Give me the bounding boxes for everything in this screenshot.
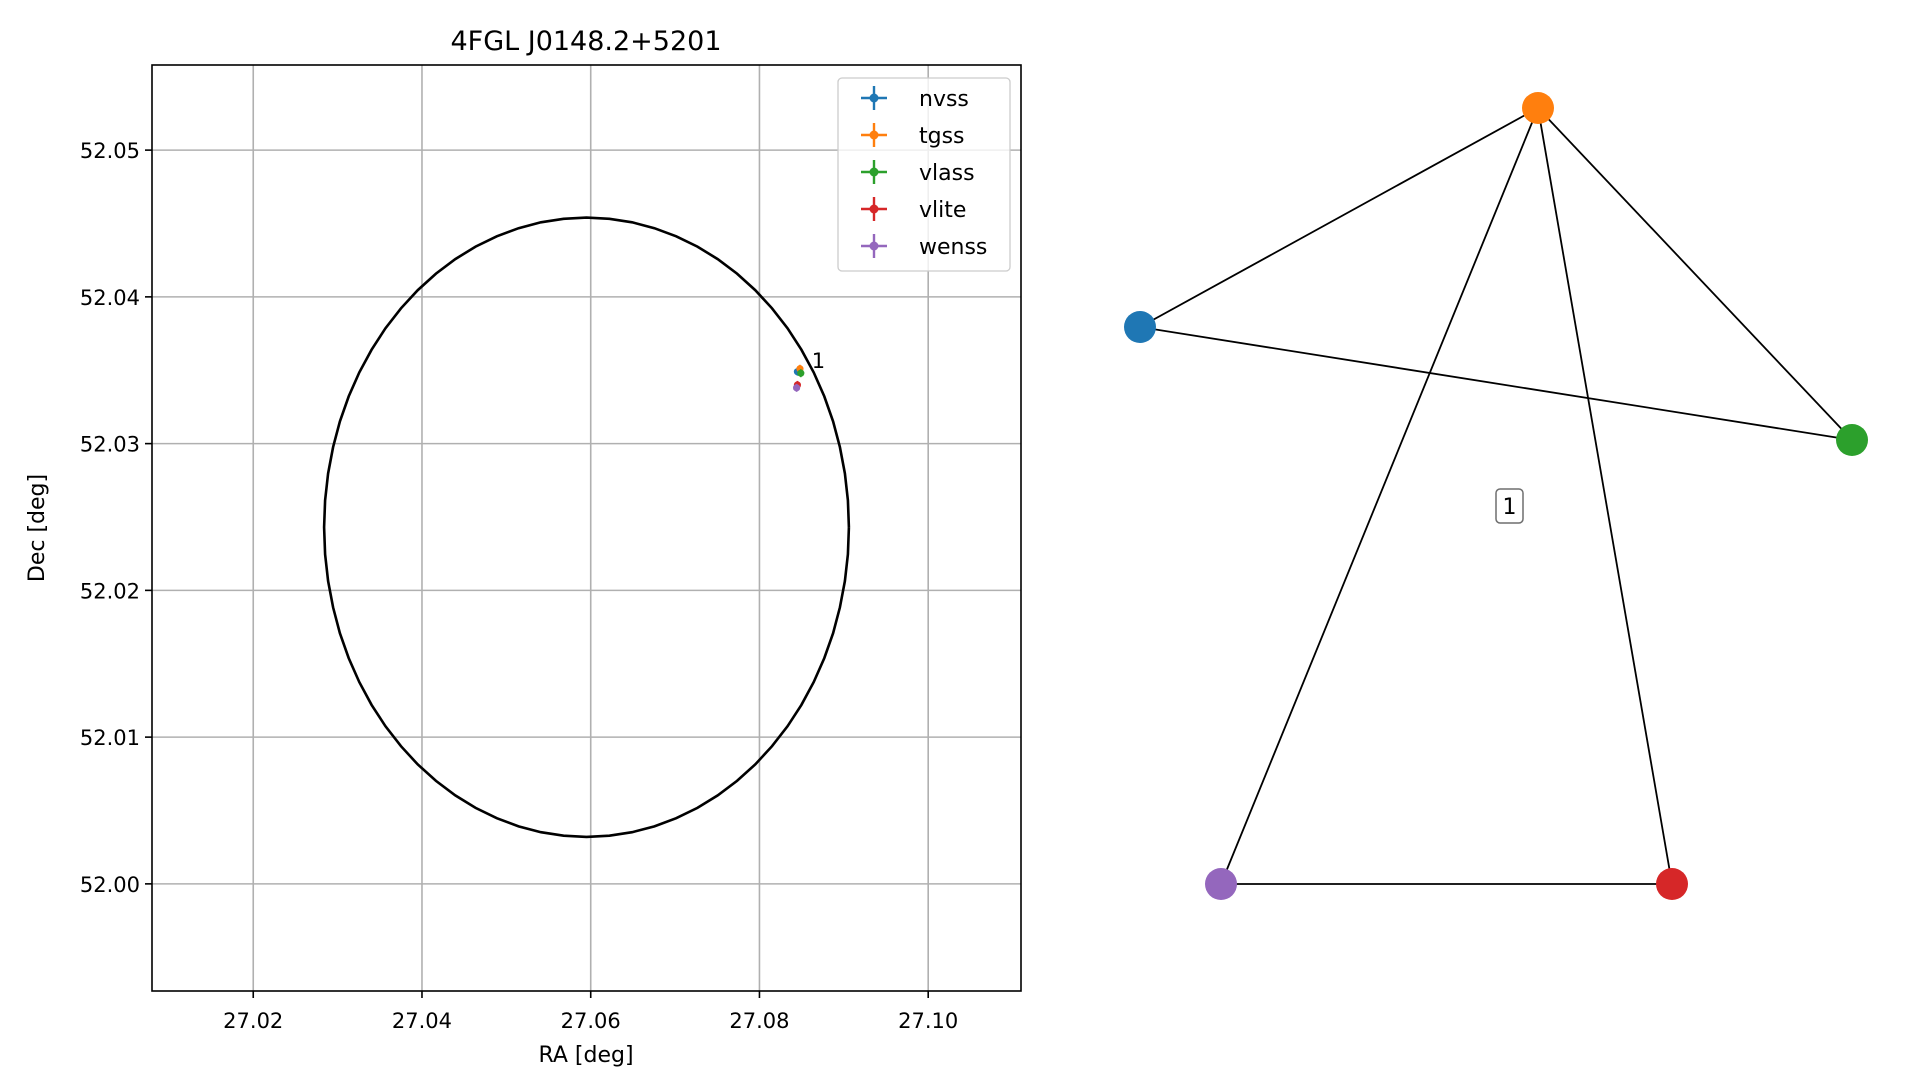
- graph-label-box: [1495, 488, 1524, 524]
- scatter-panel: 4FGL J0148.2+5201 1 27.02 27.04 27.06 27.08…: [25, 26, 1022, 1068]
- y-tick-label: 52.02: [80, 579, 140, 603]
- x-axis-ticks: 27.02 27.04 27.06 27.08 27.10: [223, 991, 958, 1033]
- graph-edges: [1139, 107, 1853, 885]
- legend-tgss-label: tgss: [919, 124, 965, 149]
- edge-tgss-vlite: [1537, 107, 1673, 885]
- y-axis-label: Dec [deg]: [25, 474, 50, 582]
- point-wenss: [792, 384, 801, 392]
- graph-panel: 1: [1124, 92, 1868, 900]
- legend-vlass-label: vlass: [919, 161, 975, 186]
- node-vlass: [1836, 424, 1868, 456]
- edge-nvss-tgss: [1139, 107, 1539, 328]
- node-wenss: [1205, 868, 1237, 900]
- legend-tgss-marker: [869, 130, 879, 140]
- point-vlass: [797, 369, 805, 377]
- y-tick-label: 52.05: [80, 139, 140, 163]
- legend-box: [837, 77, 1011, 272]
- legend-vlite-marker: [869, 204, 879, 214]
- edge-tgss-wenss: [1220, 107, 1539, 885]
- node-vlite: [1656, 868, 1688, 900]
- x-axis-label: RA [deg]: [538, 1043, 633, 1068]
- graph-label-text: 1: [1503, 495, 1517, 520]
- x-tick-label: 27.10: [898, 1009, 958, 1033]
- point-annotation: 1: [812, 349, 825, 373]
- x-tick-label: 27.04: [392, 1009, 452, 1033]
- legend-vlass-marker: [869, 167, 879, 177]
- legend-vlite-label: vlite: [919, 198, 966, 223]
- edge-nvss-vlass: [1139, 326, 1853, 441]
- data-points: [792, 364, 805, 392]
- y-tick-label: 52.04: [80, 286, 140, 310]
- y-tick-label: 52.00: [80, 873, 140, 897]
- plot-frame: [151, 64, 1022, 992]
- graph-nodes: [1124, 92, 1868, 900]
- node-tgss: [1522, 92, 1554, 124]
- y-tick-label: 52.03: [80, 433, 140, 457]
- y-axis-ticks: 52.00 52.01 52.02 52.03 52.04 52.05: [80, 139, 152, 897]
- node-nvss: [1124, 311, 1156, 343]
- annotations: 1: [812, 349, 825, 373]
- legend: nvss tgss vlass vlite wenss: [837, 77, 1011, 272]
- legend-nvss-label: nvss: [919, 87, 969, 112]
- legend-wenss-marker: [869, 241, 879, 251]
- edge-tgss-vlass: [1537, 107, 1853, 441]
- legend-nvss-marker: [869, 93, 879, 103]
- legend-wenss-label: wenss: [919, 235, 987, 260]
- chart-title: 4FGL J0148.2+5201: [450, 26, 721, 57]
- x-tick-label: 27.02: [223, 1009, 283, 1033]
- grid: [152, 65, 1021, 991]
- error-ellipse-path: [322, 216, 851, 839]
- x-tick-label: 27.08: [729, 1009, 789, 1033]
- x-tick-label: 27.06: [561, 1009, 621, 1033]
- graph-label-1: 1: [1495, 488, 1524, 524]
- y-tick-label: 52.01: [80, 726, 140, 750]
- error-ellipse: [322, 216, 851, 839]
